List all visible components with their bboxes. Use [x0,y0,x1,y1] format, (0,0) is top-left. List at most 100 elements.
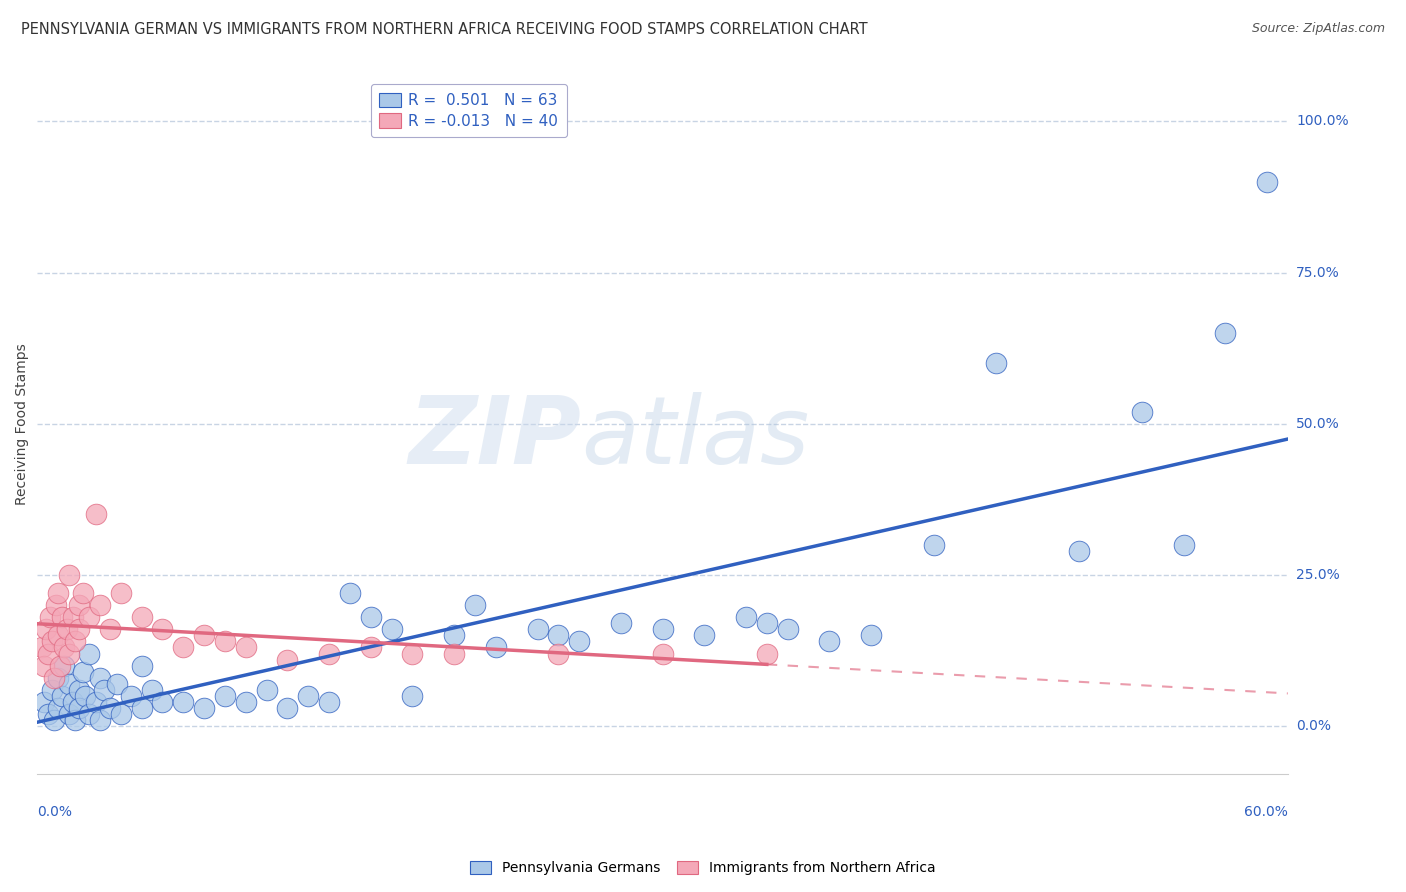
Point [58,677,80,691]
Legend: Pennsylvania Germans, Immigrants from Northern Africa: Pennsylvania Germans, Immigrants from No… [464,855,942,880]
Point [37,647,59,661]
Point [38,610,60,624]
Point [131,701,153,715]
Point [464,598,486,612]
Point [67,682,90,697]
Text: 25.0%: 25.0% [1296,568,1340,582]
Point [150,623,173,637]
Point [79,647,101,661]
Point [32,695,55,709]
Point [32,658,55,673]
Point [193,701,215,715]
Point [318,647,340,661]
Point [318,695,340,709]
Text: 0.0%: 0.0% [38,805,72,819]
Point [51,610,73,624]
Point [755,647,778,661]
Point [401,689,423,703]
Point [63,634,86,648]
Point [360,610,382,624]
Point [42,671,65,685]
Point [46,586,69,600]
Point [55,623,77,637]
Point [42,713,65,727]
Point [41,634,63,648]
Point [49,658,72,673]
Point [72,586,94,600]
Point [276,652,298,666]
Point [172,695,194,709]
Point [75,689,97,703]
Point [172,640,194,655]
Point [443,647,465,661]
Text: 100.0%: 100.0% [1296,114,1348,128]
Point [37,706,59,721]
Point [860,628,883,642]
Text: 75.0%: 75.0% [1296,266,1340,279]
Point [141,682,163,697]
Point [610,616,633,631]
Point [568,634,591,648]
Point [214,689,236,703]
Point [34,623,56,637]
Point [256,682,278,697]
Legend: R =  0.501   N = 63, R = -0.013   N = 40: R = 0.501 N = 63, R = -0.013 N = 40 [371,84,567,137]
Point [547,647,569,661]
Point [53,640,76,655]
Point [58,706,80,721]
Point [235,640,257,655]
Point [53,658,76,673]
Text: Source: ZipAtlas.com: Source: ZipAtlas.com [1251,22,1385,36]
Point [72,665,94,679]
Point [526,623,548,637]
Point [98,623,121,637]
Point [105,677,128,691]
Point [79,610,101,624]
Point [63,713,86,727]
Point [818,634,841,648]
Point [651,647,673,661]
Point [62,610,84,624]
Y-axis label: Receiving Food Stamps: Receiving Food Stamps [15,343,30,505]
Point [67,598,90,612]
Point [46,671,69,685]
Point [150,695,173,709]
Point [193,628,215,642]
Text: 60.0%: 60.0% [1244,805,1288,819]
Point [235,695,257,709]
Point [46,701,69,715]
Text: ZIP: ZIP [408,392,581,483]
Point [651,623,673,637]
Point [84,695,107,709]
Point [79,706,101,721]
Point [67,623,90,637]
Point [693,628,716,642]
Point [58,568,80,582]
Point [1173,538,1195,552]
Text: PENNSYLVANIA GERMAN VS IMMIGRANTS FROM NORTHERN AFRICA RECEIVING FOOD STAMPS COR: PENNSYLVANIA GERMAN VS IMMIGRANTS FROM N… [21,22,868,37]
Point [401,647,423,661]
Point [360,640,382,655]
Point [89,598,111,612]
Point [1069,543,1091,558]
Point [276,701,298,715]
Point [89,671,111,685]
Point [58,647,80,661]
Point [1130,404,1153,418]
Point [1256,175,1278,189]
Point [110,706,132,721]
Point [98,701,121,715]
Point [984,356,1007,370]
Point [46,628,69,642]
Point [120,689,142,703]
Text: atlas: atlas [581,392,810,483]
Point [31,640,53,655]
Point [297,689,319,703]
Point [41,682,63,697]
Point [547,628,569,642]
Point [443,628,465,642]
Point [339,586,361,600]
Text: 50.0%: 50.0% [1296,417,1340,431]
Point [1215,326,1237,340]
Point [131,658,153,673]
